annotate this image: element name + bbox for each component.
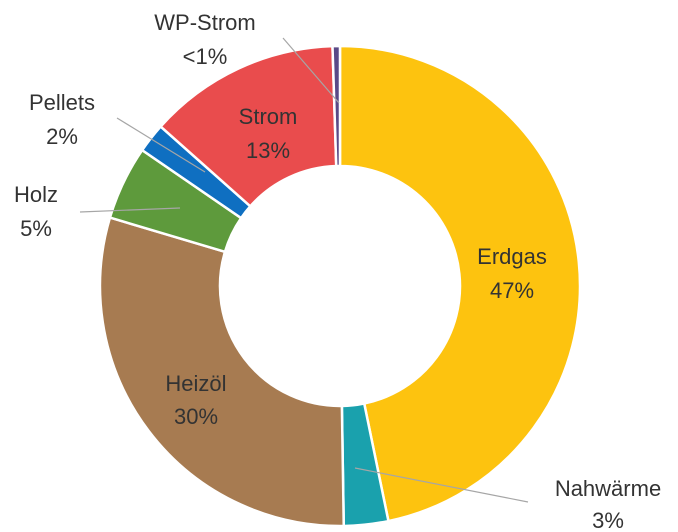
slice bbox=[98, 216, 346, 528]
slice bbox=[338, 44, 582, 523]
slice-label: Erdgas bbox=[477, 244, 547, 269]
slice-label: Holz bbox=[14, 182, 58, 207]
slice-label: Heizöl bbox=[165, 371, 226, 396]
slice bbox=[158, 44, 338, 209]
leader-line bbox=[79, 207, 181, 213]
slice-label: WP-Strom bbox=[154, 10, 255, 35]
leader-line bbox=[282, 37, 340, 104]
slice-value-label: 47% bbox=[490, 278, 534, 303]
slice bbox=[331, 44, 342, 168]
slice-value-label: <1% bbox=[183, 44, 228, 69]
slice-value-label: 5% bbox=[20, 216, 52, 241]
slice-label: Strom bbox=[239, 104, 298, 129]
slice-label: Pellets bbox=[29, 90, 95, 115]
slice-label: Nahwärme bbox=[555, 476, 661, 501]
slice-value-label: 30% bbox=[174, 404, 218, 429]
leader-line bbox=[354, 467, 529, 503]
slice-value-label: 3% bbox=[592, 508, 624, 532]
slice-value-label: 13% bbox=[246, 138, 290, 163]
slice-value-label: 2% bbox=[46, 124, 78, 149]
leader-line bbox=[116, 117, 206, 173]
